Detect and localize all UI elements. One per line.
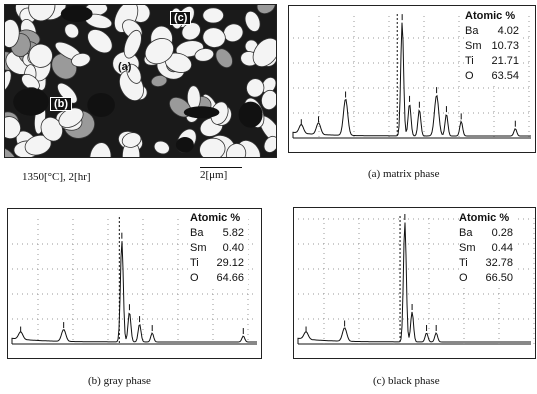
grain [202, 7, 225, 24]
grain [202, 27, 226, 48]
grain [215, 48, 233, 69]
spectrum-panel-a: Atomic % Ba 4.02 Sm 10.73 Ti 21.71 O 63.54 [288, 5, 536, 153]
atomic-row: Sm 0.40 [190, 241, 248, 256]
element-value: 32.78 [485, 257, 514, 269]
spectrum-panel-c: Atomic % Ba 0.28 Sm 0.44 Ti 32.78 O 66.50 [293, 207, 536, 359]
grain [256, 5, 276, 14]
element-label: Ba [465, 25, 479, 37]
grain [194, 48, 215, 62]
element-value: 5.82 [222, 227, 245, 239]
atomic-header-b: Atomic % [190, 212, 241, 224]
atomic-row: O 64.66 [190, 271, 248, 286]
element-label: Sm [465, 40, 482, 52]
atomic-header-a: Atomic % [465, 10, 516, 22]
atomic-row: Ba 5.82 [190, 226, 248, 241]
atomic-row: Sm 10.73 [465, 39, 523, 54]
grain [24, 134, 52, 156]
element-value: 0.40 [222, 242, 245, 254]
element-label: Ti [190, 257, 199, 269]
grain [199, 137, 226, 157]
atomic-table-b: Atomic % Ba 5.82 Sm 0.40 Ti 29.12 O 64.66 [190, 211, 249, 286]
atomic-row: Ba 4.02 [465, 24, 523, 39]
grain [153, 140, 170, 155]
caption-c: (c) black phase [373, 375, 440, 387]
grain [5, 19, 20, 48]
pore [87, 93, 115, 117]
grain [261, 89, 276, 111]
grain [87, 29, 113, 54]
element-value: 29.12 [216, 257, 245, 269]
caption-b: (b) gray phase [88, 375, 151, 387]
spectrum-panel-b: Atomic % Ba 5.82 Sm 0.40 Ti 29.12 O 64.66 [7, 208, 262, 359]
grain [126, 63, 142, 84]
element-value: 0.44 [491, 242, 514, 254]
element-label: O [190, 272, 199, 284]
atomic-row: O 66.50 [459, 271, 517, 286]
grain [5, 147, 17, 157]
element-label: O [459, 272, 468, 284]
atomic-row: O 63.54 [465, 69, 523, 84]
micrograph-label-b: (b) [50, 97, 73, 111]
element-value: 21.71 [491, 55, 520, 67]
caption-a: (a) matrix phase [368, 168, 440, 180]
element-label: Ba [190, 227, 204, 239]
grain [71, 52, 91, 68]
pore [183, 106, 220, 119]
element-value: 66.50 [485, 272, 514, 284]
grain [263, 135, 276, 153]
element-value: 10.73 [491, 40, 520, 52]
pore [175, 137, 194, 153]
grain [5, 116, 21, 140]
micrograph-image [5, 5, 276, 157]
grain [121, 132, 142, 148]
grain [150, 74, 168, 88]
atomic-row: Ti 32.78 [459, 256, 517, 271]
element-label: Ti [465, 55, 474, 67]
element-label: Sm [459, 242, 476, 254]
grain [226, 143, 247, 157]
grain [89, 142, 112, 157]
grain [252, 37, 276, 67]
spectrum-curve [297, 222, 531, 344]
micrograph-condition: 1350[°C], 2[hr] [22, 171, 91, 183]
atomic-row: Ti 29.12 [190, 256, 248, 271]
element-value: 64.66 [216, 272, 245, 284]
micrograph-scale-bar: 2[μm] [200, 167, 242, 181]
atomic-header-c: Atomic % [459, 212, 510, 224]
atomic-table-a: Atomic % Ba 4.02 Sm 10.73 Ti 21.71 O 63.54 [465, 9, 524, 84]
atomic-row: Sm 0.44 [459, 241, 517, 256]
grain [123, 29, 142, 59]
element-value: 63.54 [491, 70, 520, 82]
spectrum-curve [11, 241, 257, 344]
atomic-table-c: Atomic % Ba 0.28 Sm 0.44 Ti 32.78 O 66.50 [459, 211, 518, 286]
element-label: Sm [190, 242, 207, 254]
grain [21, 73, 40, 91]
grain [244, 10, 261, 32]
pore [60, 5, 93, 22]
element-label: Ba [459, 227, 473, 239]
sem-micrograph: (c) (a) (b) [4, 4, 277, 158]
atomic-row: Ti 21.71 [465, 54, 523, 69]
micrograph-label-c: (c) [170, 11, 192, 25]
element-value: 0.28 [491, 227, 514, 239]
element-label: Ti [459, 257, 468, 269]
atomic-row: Ba 0.28 [459, 226, 517, 241]
spectrum-b-plot [11, 217, 257, 345]
grain [64, 23, 80, 39]
pore [13, 87, 49, 116]
grain [28, 43, 53, 68]
grain [28, 5, 56, 22]
grain [5, 70, 12, 92]
spectrum-a-plot [292, 14, 531, 139]
scale-bar-label: 2[μm] [200, 169, 228, 181]
grain [144, 38, 174, 65]
element-label: O [465, 70, 474, 82]
grain [261, 76, 276, 94]
grain [246, 78, 265, 98]
micrograph-label-a: (a) [118, 61, 132, 73]
spectrum-curve [292, 22, 531, 138]
element-value: 4.02 [497, 25, 520, 37]
pore [238, 101, 263, 128]
